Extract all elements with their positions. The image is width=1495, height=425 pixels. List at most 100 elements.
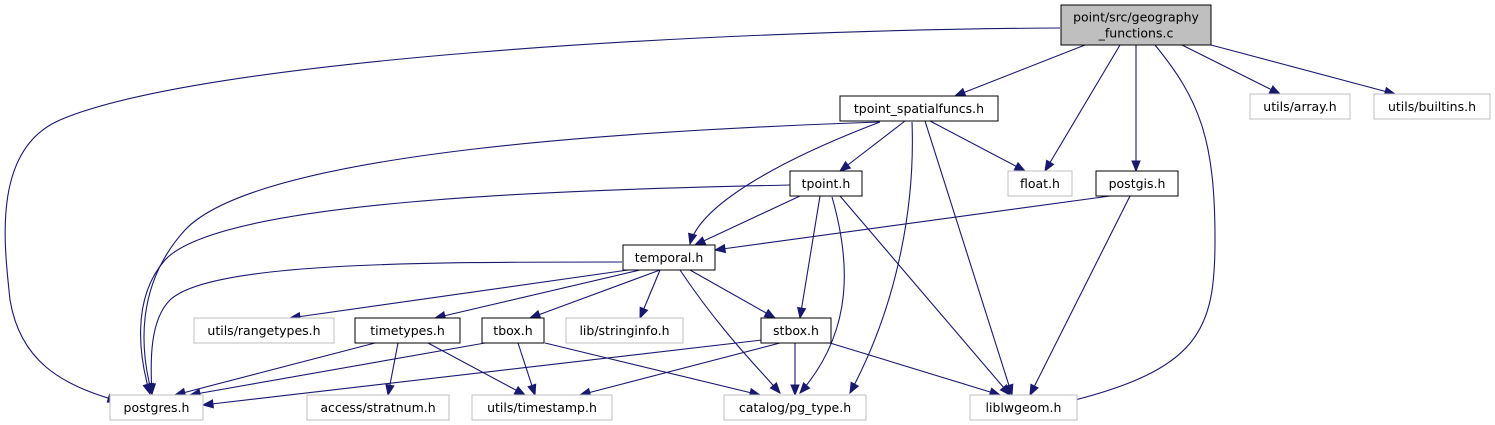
node-label: tpoint.h (802, 176, 851, 191)
node-tbox[interactable]: tbox.h (482, 318, 544, 343)
node-label: temporal.h (635, 250, 704, 265)
edge-line (955, 45, 1085, 96)
node-root[interactable]: point/src/geography_functions.c (1061, 5, 1211, 45)
edge-stbox-to-utils-timestamp (580, 343, 780, 396)
arrowhead (1014, 163, 1025, 171)
node-float: float.h (1008, 171, 1072, 196)
edge-temporal-to-lib-stringinfo (640, 270, 660, 318)
edge-line (1045, 45, 1120, 171)
node-tpoint[interactable]: tpoint.h (790, 171, 862, 196)
edge-tpoint-to-temporal (695, 196, 800, 245)
edge-line (5, 28, 1060, 401)
node-label: access/stratnum.h (320, 400, 435, 415)
edge-line (1182, 45, 1280, 94)
edge-root-to-tpoint-spatialfuncs (955, 45, 1085, 96)
edge-line (1211, 45, 1395, 94)
edge-line (1063, 45, 1215, 403)
node-utils-array: utils/array.h (1250, 94, 1350, 119)
edge-line (580, 343, 780, 395)
arrowhead (514, 387, 525, 395)
node-utils-builtins: utils/builtins.h (1374, 94, 1490, 119)
arrowhead (386, 384, 394, 395)
node-label: tbox.h (493, 323, 532, 338)
edge-line (1030, 196, 1130, 395)
node-label: utils/rangetypes.h (207, 323, 320, 338)
node-catalog-pg-type: catalog/pg_type.h (724, 395, 866, 420)
arrowhead (850, 382, 858, 393)
arrowhead (1269, 86, 1280, 94)
arrowhead (695, 237, 706, 245)
edge-stbox-to-catalog-pg-type (791, 343, 799, 395)
edge-timetypes-to-access-stratnum (386, 343, 398, 395)
edge-tpoint-to-stbox (798, 196, 820, 318)
node-stbox[interactable]: stbox.h (761, 318, 831, 343)
arrowhead (800, 383, 810, 393)
edge-line (840, 196, 1010, 395)
edge-line (800, 196, 820, 318)
arrowhead (1132, 161, 1140, 171)
arrowhead (528, 384, 536, 395)
edge-line (175, 343, 375, 395)
edges-layer (5, 28, 1395, 408)
arrowhead (1045, 160, 1054, 171)
arrowhead (798, 307, 806, 318)
node-temporal[interactable]: temporal.h (623, 245, 715, 270)
edge-tpoint-spatialfuncs-to-float (930, 121, 1025, 171)
node-liblwgeom: liblwgeom.h (970, 395, 1077, 420)
edge-line (290, 270, 628, 318)
node-label: utils/array.h (1263, 99, 1336, 114)
node-timetypes[interactable]: timetypes.h (355, 318, 460, 343)
arrowhead (640, 307, 648, 318)
node-label: utils/builtins.h (1388, 99, 1476, 114)
node-label: stbox.h (773, 323, 819, 338)
node-label: lib/stringinfo.h (579, 323, 669, 338)
edge-tpoint-to-liblwgeom (840, 196, 1010, 395)
arrowhead (764, 310, 775, 318)
edge-postgis-to-liblwgeom (1030, 196, 1130, 395)
edge-root-to-liblwgeom (1063, 45, 1215, 405)
node-postgis[interactable]: postgis.h (1096, 171, 1178, 196)
edge-root-to-utils-builtins (1211, 45, 1395, 95)
node-label: float.h (1020, 176, 1060, 191)
edge-tbox-to-utils-timestamp (518, 343, 536, 395)
edge-line (840, 121, 905, 171)
node-label: _functions.c (1098, 26, 1174, 41)
node-label: timetypes.h (370, 323, 445, 338)
edge-tbox-to-catalog-pg-type (545, 343, 760, 397)
node-label: point/src/geography (1073, 10, 1199, 25)
node-label: postgis.h (1109, 176, 1166, 191)
arrowhead (715, 245, 725, 253)
edge-line (695, 196, 800, 245)
edge-tpoint-spatialfuncs-to-tpoint (840, 121, 905, 171)
edge-tpoint-to-catalog-pg-type (800, 197, 844, 393)
edge-root-to-postgres (5, 28, 1060, 402)
arrowhead (955, 89, 966, 96)
edge-line (800, 197, 844, 393)
arrowhead (530, 311, 541, 319)
edge-line (930, 121, 1025, 171)
edge-line (925, 121, 1012, 395)
edge-temporal-to-stbox (690, 270, 775, 318)
edge-tpoint-spatialfuncs-to-postgres (144, 122, 880, 394)
edge-root-to-postgis (1132, 45, 1140, 171)
node-utils-rangetypes: utils/rangetypes.h (194, 318, 334, 343)
edge-line (545, 343, 760, 395)
edge-tpoint-spatialfuncs-to-liblwgeom (925, 121, 1013, 395)
node-label: postgres.h (124, 400, 190, 415)
edge-temporal-to-utils-rangetypes (290, 270, 628, 321)
edge-line (690, 270, 775, 318)
arrowhead (689, 233, 697, 244)
edge-line (144, 122, 880, 394)
edge-root-to-utils-array (1182, 45, 1280, 94)
node-tpoint-spatialfuncs[interactable]: tpoint_spatialfuncs.h (840, 96, 998, 121)
node-lib-stringinfo: lib/stringinfo.h (566, 318, 683, 343)
arrowhead (840, 162, 850, 171)
node-postgres: postgres.h (110, 395, 203, 420)
node-label: tpoint_spatialfuncs.h (854, 101, 984, 116)
node-label: utils/timestamp.h (487, 400, 597, 415)
arrowhead (203, 400, 213, 408)
edge-line (190, 343, 485, 395)
node-label: liblwgeom.h (986, 400, 1062, 415)
node-access-stratnum: access/stratnum.h (307, 395, 449, 420)
